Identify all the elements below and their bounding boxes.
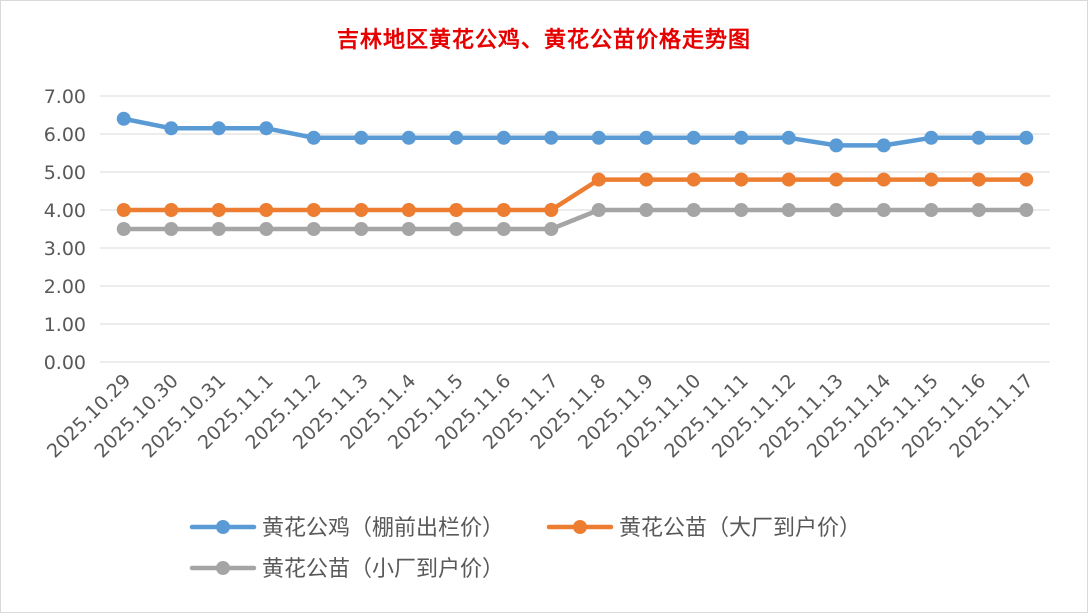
series-line: [121, 207, 1029, 232]
data-point: [639, 130, 654, 145]
data-point: [971, 203, 986, 217]
data-point: [496, 130, 511, 145]
data-point: [734, 172, 749, 187]
legend: 黄花公鸡（棚前出栏价） 黄花公苗（大厂到户价） 黄花公苗（小厂到户价）: [189, 516, 861, 582]
data-point: [164, 121, 179, 136]
data-point: [211, 203, 226, 217]
data-point: [116, 222, 131, 236]
data-point: [734, 203, 749, 217]
data-point: [639, 203, 654, 217]
y-tick-label: 5.00: [44, 162, 86, 184]
chart-title: 吉林地区黄花公鸡、黄花公苗价格走势图: [336, 28, 751, 53]
legend-swatch-marker: [216, 520, 230, 534]
data-point: [639, 172, 654, 187]
data-point: [591, 172, 606, 187]
data-point: [449, 130, 464, 145]
data-point: [496, 222, 511, 236]
data-point: [401, 203, 416, 217]
x-axis-ticks: 2025.10.292025.10.302025.10.312025.11.12…: [43, 370, 1038, 462]
data-point: [781, 172, 796, 187]
data-point: [211, 121, 226, 136]
y-tick-label: 0.00: [44, 352, 86, 374]
legend-swatch-marker: [216, 561, 230, 575]
data-point: [1019, 130, 1034, 145]
series-group: [116, 203, 1034, 236]
legend-label: 黄花公苗（小厂到户价）: [262, 557, 504, 582]
data-point: [1019, 172, 1034, 187]
data-point: [1019, 203, 1034, 217]
data-point: [259, 203, 274, 217]
y-tick-label: 2.00: [44, 276, 86, 298]
legend-label: 黄花公苗（大厂到户价）: [619, 516, 861, 541]
data-point: [686, 203, 701, 217]
series-line: [121, 116, 1029, 148]
data-point: [734, 130, 749, 145]
y-tick-label: 6.00: [44, 124, 86, 146]
data-point: [544, 222, 559, 236]
data-point: [164, 203, 179, 217]
data-point: [686, 172, 701, 187]
data-point: [876, 172, 891, 187]
series-lines: [116, 111, 1034, 236]
data-point: [544, 203, 559, 217]
data-point: [971, 130, 986, 145]
series-group: [116, 111, 1034, 153]
series-group: [116, 172, 1034, 217]
legend-item: 黄花公苗（大厂到户价）: [546, 516, 861, 541]
data-point: [829, 138, 844, 153]
data-point: [924, 172, 939, 187]
legend-swatch-marker: [573, 520, 587, 534]
data-point: [686, 130, 701, 145]
series-line: [121, 177, 1029, 213]
data-point: [829, 172, 844, 187]
data-point: [116, 111, 131, 126]
legend-item: 黄花公苗（小厂到户价）: [189, 557, 504, 582]
data-point: [924, 130, 939, 145]
data-point: [781, 130, 796, 145]
y-tick-label: 3.00: [44, 238, 86, 260]
data-point: [829, 203, 844, 217]
gridlines: [100, 95, 1050, 363]
y-tick-label: 4.00: [44, 200, 86, 222]
data-point: [544, 130, 559, 145]
data-point: [401, 222, 416, 236]
data-point: [354, 222, 369, 236]
legend-item: 黄花公鸡（棚前出栏价）: [189, 516, 504, 541]
data-point: [591, 130, 606, 145]
data-point: [971, 172, 986, 187]
data-point: [496, 203, 511, 217]
data-point: [164, 222, 179, 236]
data-point: [116, 203, 131, 217]
data-point: [259, 121, 274, 136]
data-point: [306, 130, 321, 145]
data-point: [449, 222, 464, 236]
data-point: [259, 222, 274, 236]
y-axis-ticks: 0.00 1.00 2.00 3.00 4.00 5.00 6.00 7.00: [44, 86, 86, 374]
data-point: [306, 203, 321, 217]
data-point: [924, 203, 939, 217]
data-point: [876, 138, 891, 153]
data-point: [781, 203, 796, 217]
legend-label: 黄花公鸡（棚前出栏价）: [262, 516, 504, 541]
data-point: [401, 130, 416, 145]
data-point: [591, 203, 606, 217]
data-point: [354, 130, 369, 145]
data-point: [354, 203, 369, 217]
data-point: [876, 203, 891, 217]
data-point: [306, 222, 321, 236]
data-point: [211, 222, 226, 236]
y-tick-label: 7.00: [44, 86, 86, 108]
data-point: [449, 203, 464, 217]
y-tick-label: 1.00: [44, 314, 86, 336]
